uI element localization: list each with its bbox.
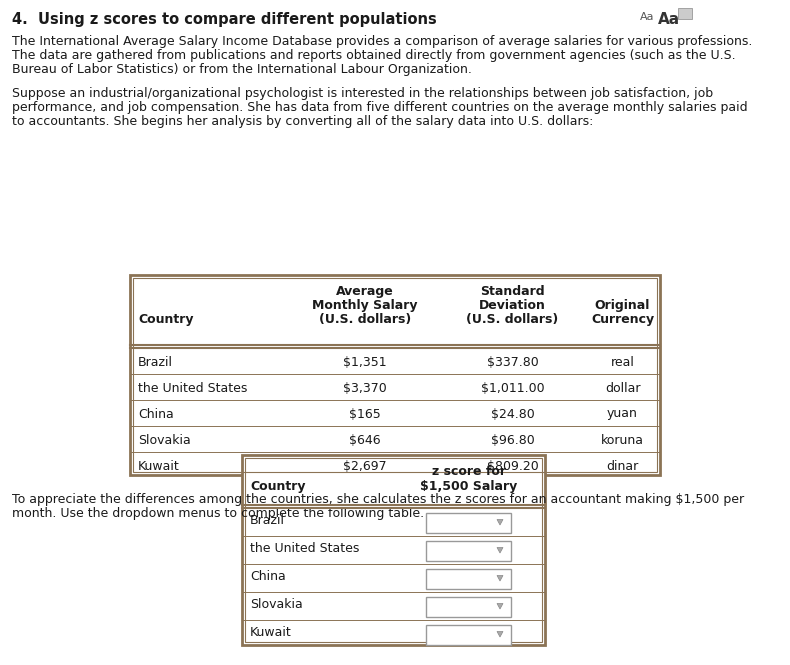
Bar <box>426 569 511 589</box>
Text: month. Use the dropdown menus to complete the following table.: month. Use the dropdown menus to complet… <box>12 507 424 520</box>
Text: dollar: dollar <box>605 382 640 394</box>
Bar <box>426 513 511 533</box>
Text: Original: Original <box>595 299 650 312</box>
Text: performance, and job compensation. She has data from five different countries on: performance, and job compensation. She h… <box>12 101 747 114</box>
Text: Brazil: Brazil <box>250 515 285 527</box>
Text: to accountants. She begins her analysis by converting all of the salary data int: to accountants. She begins her analysis … <box>12 115 593 128</box>
Text: Bureau of Labor Statistics) or from the International Labour Organization.: Bureau of Labor Statistics) or from the … <box>12 63 472 76</box>
Bar <box>426 541 511 561</box>
Text: $646: $646 <box>349 434 381 446</box>
Text: Deviation: Deviation <box>479 299 546 312</box>
Text: Country: Country <box>250 480 306 493</box>
Text: Country: Country <box>138 313 194 326</box>
Bar <box>678 8 692 19</box>
Text: Standard: Standard <box>480 285 545 298</box>
Text: (U.S. dollars): (U.S. dollars) <box>319 313 411 326</box>
Polygon shape <box>497 519 503 525</box>
Text: Aa: Aa <box>658 12 680 27</box>
Text: real: real <box>611 356 634 368</box>
Bar <box>242 455 545 645</box>
Text: $96.80: $96.80 <box>491 434 534 446</box>
Text: the United States: the United States <box>250 543 359 555</box>
Text: (U.S. dollars): (U.S. dollars) <box>466 313 559 326</box>
Text: Suppose an industrial/organizational psychologist is interested in the relations: Suppose an industrial/organizational psy… <box>12 87 713 100</box>
Text: $1,351: $1,351 <box>343 356 387 368</box>
Text: $2,697: $2,697 <box>343 460 387 473</box>
Text: 4.  Using z scores to compare different populations: 4. Using z scores to compare different p… <box>12 12 437 27</box>
Text: $337.80: $337.80 <box>487 356 538 368</box>
Text: Currency: Currency <box>591 313 654 326</box>
Text: the United States: the United States <box>138 382 247 394</box>
Text: Kuwait: Kuwait <box>138 460 180 473</box>
Text: dinar: dinar <box>607 460 638 473</box>
Text: China: China <box>138 408 174 420</box>
Text: $24.80: $24.80 <box>491 408 534 420</box>
Text: Brazil: Brazil <box>138 356 173 368</box>
Text: yuan: yuan <box>607 408 638 420</box>
Text: $1,011.00: $1,011.00 <box>480 382 544 394</box>
Text: Kuwait: Kuwait <box>250 626 292 640</box>
Polygon shape <box>497 632 503 637</box>
Text: Slovakia: Slovakia <box>138 434 190 446</box>
Text: Slovakia: Slovakia <box>250 598 303 612</box>
Bar <box>133 278 657 472</box>
Bar <box>426 597 511 616</box>
Text: koruna: koruna <box>601 434 644 446</box>
Text: $3,370: $3,370 <box>343 382 387 394</box>
Text: China: China <box>250 571 286 583</box>
Bar <box>130 275 660 475</box>
Bar <box>426 624 511 644</box>
Text: Average: Average <box>336 285 394 298</box>
Text: The data are gathered from publications and reports obtained directly from gover: The data are gathered from publications … <box>12 49 735 62</box>
Text: z score for: z score for <box>431 465 506 478</box>
Text: $165: $165 <box>349 408 381 420</box>
Text: $1,500 Salary: $1,500 Salary <box>419 480 517 493</box>
Text: To appreciate the differences among the countries, she calculates the z scores f: To appreciate the differences among the … <box>12 493 744 506</box>
Polygon shape <box>497 575 503 581</box>
Bar <box>245 458 542 642</box>
Text: Aa: Aa <box>640 12 654 22</box>
Text: The International Average Salary Income Database provides a comparison of averag: The International Average Salary Income … <box>12 35 752 48</box>
Polygon shape <box>497 604 503 609</box>
Text: Monthly Salary: Monthly Salary <box>312 299 418 312</box>
Text: $809.20: $809.20 <box>487 460 538 473</box>
Polygon shape <box>497 547 503 553</box>
